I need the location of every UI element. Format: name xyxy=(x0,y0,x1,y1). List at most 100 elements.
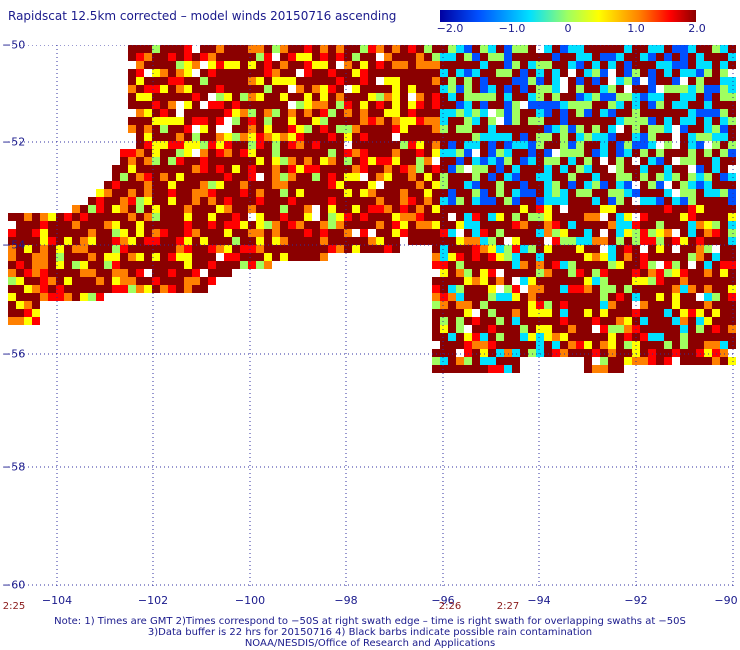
wind-cell xyxy=(392,85,400,93)
wind-cell xyxy=(168,61,176,69)
wind-cell xyxy=(200,85,208,93)
wind-cell xyxy=(288,213,296,221)
wind-cell xyxy=(384,93,392,101)
wind-cell xyxy=(248,53,256,61)
wind-cell xyxy=(704,277,712,285)
wind-cell xyxy=(624,181,632,189)
wind-cell xyxy=(584,245,592,253)
wind-cell xyxy=(272,157,280,165)
wind-cell xyxy=(288,133,296,141)
wind-cell xyxy=(536,253,544,261)
wind-cell xyxy=(440,285,448,293)
wind-cell xyxy=(224,165,232,173)
wind-cell xyxy=(184,117,192,125)
wind-cell xyxy=(352,157,360,165)
wind-cell xyxy=(456,173,464,181)
wind-cell xyxy=(120,277,128,285)
wind-cell xyxy=(576,117,584,125)
wind-cell xyxy=(256,181,264,189)
wind-cell xyxy=(504,149,512,157)
wind-cell xyxy=(440,229,448,237)
wind-cell xyxy=(144,117,152,125)
wind-cell xyxy=(648,101,656,109)
wind-cell xyxy=(416,157,424,165)
wind-cell xyxy=(616,269,624,277)
wind-cell xyxy=(216,237,224,245)
wind-cell xyxy=(728,277,736,285)
wind-cell xyxy=(56,269,64,277)
wind-cell xyxy=(488,253,496,261)
wind-cell xyxy=(584,277,592,285)
wind-cell xyxy=(232,253,240,261)
wind-cell xyxy=(248,69,256,77)
wind-cell xyxy=(104,221,112,229)
wind-cell xyxy=(392,101,400,109)
wind-cell xyxy=(728,229,736,237)
wind-cell xyxy=(56,261,64,269)
wind-cell xyxy=(624,101,632,109)
wind-cell xyxy=(728,301,736,309)
wind-cell xyxy=(624,277,632,285)
wind-cell xyxy=(568,253,576,261)
wind-cell xyxy=(456,181,464,189)
wind-cell xyxy=(464,301,472,309)
wind-cell xyxy=(536,293,544,301)
wind-cell xyxy=(664,133,672,141)
wind-cell xyxy=(352,69,360,77)
wind-cell xyxy=(712,165,720,173)
wind-cell xyxy=(544,85,552,93)
wind-cell xyxy=(440,173,448,181)
wind-cell xyxy=(528,229,536,237)
wind-cell xyxy=(656,341,664,349)
wind-cell xyxy=(424,77,432,85)
wind-cell xyxy=(120,197,128,205)
wind-cell xyxy=(552,309,560,317)
wind-cell xyxy=(440,213,448,221)
wind-cell xyxy=(648,261,656,269)
wind-cell xyxy=(712,277,720,285)
wind-cell xyxy=(232,101,240,109)
wind-cell xyxy=(464,213,472,221)
wind-cell xyxy=(648,45,656,53)
wind-cell xyxy=(688,205,696,213)
wind-cell xyxy=(224,45,232,53)
wind-cell xyxy=(480,141,488,149)
wind-cell xyxy=(704,341,712,349)
wind-cell xyxy=(664,309,672,317)
wind-cell xyxy=(8,301,16,309)
wind-cell xyxy=(544,253,552,261)
wind-cell xyxy=(720,157,728,165)
wind-cell xyxy=(304,101,312,109)
wind-cell xyxy=(472,141,480,149)
wind-cell xyxy=(448,45,456,53)
wind-cell xyxy=(128,285,136,293)
wind-cell xyxy=(328,117,336,125)
wind-cell xyxy=(688,85,696,93)
wind-cell xyxy=(168,77,176,85)
wind-cell xyxy=(552,165,560,173)
wind-cell xyxy=(392,189,400,197)
wind-cell xyxy=(112,229,120,237)
wind-cell xyxy=(576,261,584,269)
wind-cell xyxy=(456,213,464,221)
wind-cell xyxy=(384,45,392,53)
wind-cell xyxy=(272,109,280,117)
wind-cell xyxy=(384,213,392,221)
wind-cell xyxy=(48,269,56,277)
wind-cell xyxy=(16,221,24,229)
wind-cell xyxy=(432,325,440,333)
wind-cell xyxy=(616,261,624,269)
wind-cell xyxy=(384,157,392,165)
wind-cell xyxy=(144,61,152,69)
wind-cell xyxy=(136,101,144,109)
wind-cell xyxy=(288,165,296,173)
wind-cell xyxy=(512,365,520,373)
wind-cell xyxy=(712,85,720,93)
wind-cell xyxy=(512,93,520,101)
wind-cell xyxy=(288,229,296,237)
wind-cell xyxy=(120,213,128,221)
wind-cell xyxy=(176,77,184,85)
wind-cell xyxy=(600,197,608,205)
wind-cell xyxy=(640,141,648,149)
wind-cell xyxy=(544,101,552,109)
